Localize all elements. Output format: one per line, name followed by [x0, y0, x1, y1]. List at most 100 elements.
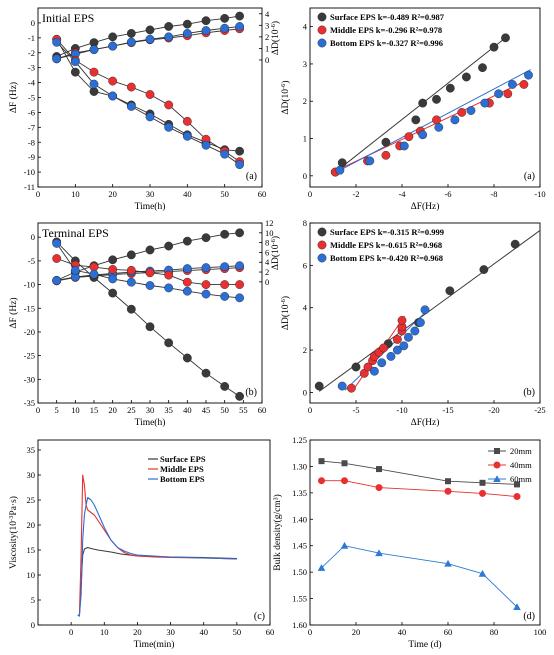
series-line-a1-5 — [56, 41, 240, 165]
x-tick-label-d: 20 — [352, 627, 361, 637]
y-tick-label-a1: -4 — [28, 78, 36, 88]
y-tick-label-d: 1.40 — [292, 514, 307, 524]
panel-label-c: (c) — [254, 611, 265, 622]
x-tick-label-a1: 50 — [220, 189, 229, 199]
data-point-a2-2 — [418, 130, 428, 140]
data-point-a1-2 — [126, 37, 136, 47]
y-tick-label-b2: 4 — [303, 303, 308, 313]
data-point-a2-2 — [434, 122, 444, 132]
y-axis-label-b2: ΔD(10-6) — [280, 296, 292, 330]
legend-marker-b2 — [317, 240, 327, 250]
data-point-d-1 — [479, 489, 486, 497]
data-point-b2-0 — [314, 381, 324, 391]
y-tick-label-b2: 6 — [303, 260, 307, 270]
data-point-a2-0 — [418, 98, 428, 108]
data-point-a1-0 — [126, 29, 136, 38]
x-tick-label-c: 40 — [199, 627, 208, 637]
y-right-tick-label-b1: 0 — [265, 277, 269, 287]
data-point-b2-2 — [410, 326, 420, 336]
legend-label-a2: Middle EPS k=-0.296 R²=0.978 — [330, 25, 442, 35]
data-point-b1-0 — [126, 250, 136, 260]
data-point-a2-0 — [489, 42, 499, 52]
data-point-b1-5 — [52, 238, 62, 248]
data-point-b1-0 — [145, 245, 155, 255]
y-tick-label-a1: -5 — [28, 93, 35, 103]
data-point-a1-3 — [89, 87, 99, 96]
data-point-b1-0 — [220, 229, 230, 239]
data-point-a2-2 — [508, 80, 517, 89]
series-line-c-2 — [77, 496, 237, 617]
fit-line-a2-2 — [332, 69, 532, 175]
data-point-a1-2 — [108, 41, 118, 51]
data-point-b1-5 — [108, 274, 118, 284]
y-tick-label-b1: 0 — [31, 232, 35, 242]
x-tick-label-d: 80 — [490, 627, 499, 637]
y-tick-label-a2: 1 — [303, 134, 307, 144]
data-point-b1-4 — [220, 280, 230, 289]
data-point-b1-4 — [164, 270, 174, 280]
y-tick-label-b1: -30 — [24, 374, 35, 384]
data-point-b2-2 — [420, 305, 430, 315]
plot-frame-b2 — [309, 222, 541, 404]
data-point-b1-4 — [52, 254, 62, 263]
x-axis-label-a1: Time(h) — [135, 201, 166, 212]
data-point-a2-2 — [335, 165, 345, 175]
data-point-b1-5 — [235, 293, 245, 303]
x-tick-label-b1: 35 — [164, 405, 173, 415]
data-point-b2-2 — [386, 352, 396, 361]
series-line-c-1 — [77, 474, 237, 617]
data-point-d-0 — [376, 466, 382, 473]
y-tick-label-a1: -6 — [28, 107, 35, 117]
data-point-b1-0 — [108, 255, 118, 265]
y-right-tick-label-b1: 10 — [265, 228, 274, 238]
y-tick-label-a1: -2 — [28, 48, 35, 58]
x-tick-label-b1: 15 — [90, 405, 99, 415]
legend-label-c: Surface EPS — [160, 454, 206, 464]
data-point-d-2 — [375, 549, 383, 557]
legend-marker-d — [493, 461, 501, 469]
data-point-b2-2 — [377, 358, 387, 368]
data-point-b2-2 — [337, 381, 347, 391]
data-point-a1-2 — [52, 54, 62, 64]
panel-label-d: (d) — [523, 611, 535, 622]
data-point-a1-0 — [164, 22, 174, 31]
y-tick-label-b1: -25 — [24, 351, 35, 361]
data-point-a1-0 — [235, 11, 245, 21]
plot-frame-a2 — [309, 7, 541, 188]
x-tick-label-b1: 55 — [239, 405, 248, 415]
data-point-a1-2 — [145, 34, 155, 44]
y-right-tick-label-b1: 2 — [265, 267, 269, 277]
data-point-b1-2 — [52, 275, 62, 285]
y-tick-label-b1: -5 — [28, 256, 35, 266]
data-point-a1-5 — [108, 91, 118, 101]
data-point-d-1 — [444, 487, 452, 495]
data-point-d-2 — [478, 569, 487, 577]
data-point-b2-1 — [392, 335, 402, 344]
y-tick-label-b1: -35 — [24, 398, 35, 408]
panel-label-b1: (b) — [245, 387, 257, 398]
data-point-b1-4 — [108, 265, 118, 274]
y-tick-label-a1: -9 — [28, 152, 35, 162]
plot-frame-d — [309, 439, 541, 626]
legend-label-c: Bottom EPS — [160, 474, 205, 484]
data-point-b1-0 — [235, 228, 245, 238]
x-tick-label-b2: -25 — [534, 405, 545, 415]
data-point-a1-0 — [145, 25, 155, 35]
data-point-b1-5 — [126, 277, 136, 287]
x-tick-label-b1: 5 — [55, 405, 59, 415]
data-point-a2-1 — [457, 108, 467, 117]
data-point-d-1 — [318, 477, 325, 485]
y-axis-label-d: Bulk density(g/cm³) — [272, 494, 283, 570]
x-tick-label-c: 20 — [133, 627, 142, 637]
data-point-a1-5 — [70, 57, 80, 67]
series-line-a1-4 — [56, 39, 240, 162]
x-tick-label-b1: 50 — [220, 405, 229, 415]
data-point-a2-1 — [503, 89, 513, 99]
data-point-a2-1 — [404, 132, 414, 142]
data-point-d-2 — [513, 603, 521, 611]
y-tick-label-a1: -1 — [28, 33, 35, 43]
x-tick-label-a2: -6 — [444, 189, 451, 199]
y-tick-label-b1: -15 — [24, 303, 35, 313]
legend-label-b2: Surface EPS k=-0.315 R²=0.999 — [330, 227, 444, 237]
y-axis-label-b1: ΔF (Hz) — [8, 297, 19, 328]
